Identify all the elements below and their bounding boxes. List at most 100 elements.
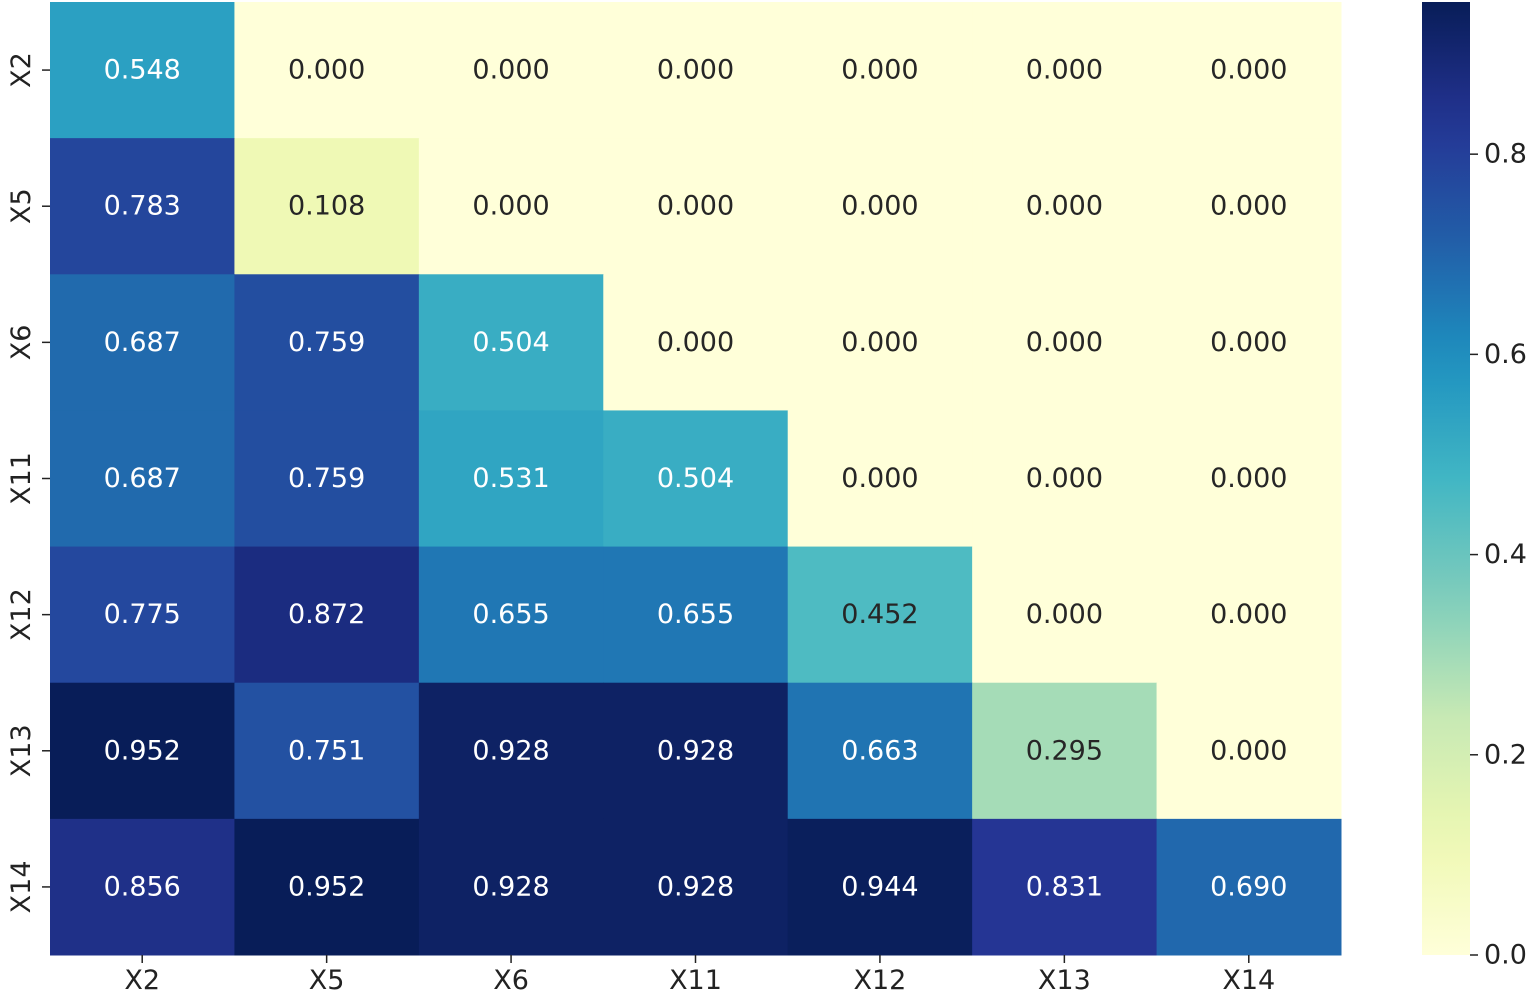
cell-value-label: 0.000 [1210,463,1287,494]
cell-value-label: 0.952 [288,871,365,902]
heatmap-cell [787,682,973,820]
heatmap-cell [50,682,235,820]
heatmap-cell [972,2,1158,139]
x-tick-label: X2 [124,965,160,996]
cell-value-label: 0.928 [472,735,549,766]
cell-value-label: 0.856 [104,871,181,902]
cell-value-label: 0.000 [1210,191,1287,222]
cell-value-label: 0.000 [1026,599,1103,630]
heatmap-cell [603,410,789,548]
cell-value-label: 0.548 [104,55,181,86]
heatmap-cell [234,818,420,956]
cell-value-label: 0.531 [472,463,549,494]
cell-value-label: 0.000 [1210,327,1287,358]
heatmap-cell [603,2,789,139]
heatmap-cell [972,410,1158,548]
heatmap-cell [972,546,1158,684]
cell-value-label: 0.783 [104,191,181,222]
cell-value-label: 0.108 [288,191,365,222]
heatmap-cell [787,818,973,956]
heatmap-cell [1156,2,1342,139]
colorbar-tick-label: 0.0 [1484,940,1527,971]
cell-value-label: 0.000 [472,191,549,222]
y-axis: X2 X5 X6 X11 X12 X13 X14 [6,52,50,913]
cell-value-label: 0.000 [841,191,918,222]
heatmap-cell [50,2,235,139]
heatmap-cell [787,138,973,275]
cell-value-label: 0.952 [104,735,181,766]
cell-value-label: 0.690 [1210,871,1287,902]
cell-value-label: 0.000 [841,55,918,86]
cell-value-label: 0.000 [1026,463,1103,494]
heatmap-cell [603,274,789,411]
heatmap-cell [418,410,604,548]
cell-value-label: 0.000 [657,55,734,86]
heatmap-cell [1156,546,1342,684]
cell-value-label: 0.759 [288,463,365,494]
cell-value-label: 0.000 [1210,599,1287,630]
cell-value-label: 0.504 [657,463,734,494]
cell-value-label: 0.655 [472,599,549,630]
heatmap-cell [50,818,235,956]
cell-value-label: 0.000 [1026,191,1103,222]
heatmap-cell [972,274,1158,411]
cell-value-label: 0.000 [472,55,549,86]
heatmap-cell [234,682,420,820]
x-tick-label: X5 [309,965,345,996]
heatmap-cell [972,138,1158,275]
heatmap-cell [787,274,973,411]
heatmap-cell [787,410,973,548]
heatmap-cell [234,274,420,411]
cell-value-label: 0.775 [104,599,181,630]
cell-value-label: 0.504 [472,327,549,358]
colorbar-tick-label: 0.2 [1484,739,1527,770]
cell-value-label: 0.831 [1026,871,1103,902]
cell-value-label: 0.000 [1210,55,1287,86]
colorbar-gradient [1422,2,1470,955]
cell-value-label: 0.000 [657,191,734,222]
heatmap-cell [418,546,604,684]
y-tick-label: X13 [6,724,37,777]
cell-value-label: 0.687 [104,463,181,494]
cell-value-label: 0.000 [841,327,918,358]
heatmap-cell [1156,682,1342,820]
y-tick-label: X5 [6,188,37,224]
cell-value-label: 0.000 [657,327,734,358]
colorbar-tick-label: 0.8 [1484,139,1527,170]
cell-value-label: 0.000 [1026,55,1103,86]
x-tick-label: X13 [1038,965,1091,996]
heatmap-cell [1156,818,1342,956]
y-tick-label: X12 [6,588,37,641]
cell-value-label: 0.751 [288,735,365,766]
colorbar: 0.0 0.2 0.4 0.6 0.8 [1422,2,1527,971]
cell-value-label: 0.663 [841,735,918,766]
y-tick-label: X6 [6,325,37,361]
heatmap-cell [234,410,420,548]
y-tick-label: X11 [6,452,37,505]
heatmap-cells [50,2,1342,956]
heatmap-cell [787,546,973,684]
heatmap-cell-labels: 0.548 0.000 0.000 0.000 0.000 0.000 0.000 0.783… [104,55,1288,903]
heatmap-cell [1156,274,1342,411]
heatmap-cell [418,818,604,956]
heatmap-cell [972,682,1158,820]
heatmap-cell [1156,138,1342,275]
heatmap-cell [787,2,973,139]
heatmap-cell [418,274,604,411]
cell-value-label: 0.295 [1026,735,1103,766]
x-tick-label: X14 [1222,965,1275,996]
heatmap-cell [603,818,789,956]
heatmap-cell [50,274,235,411]
cell-value-label: 0.759 [288,327,365,358]
heatmap-cell [418,682,604,820]
x-tick-label: X12 [853,965,906,996]
x-tick-label: X6 [493,965,529,996]
cell-value-label: 0.452 [841,599,918,630]
cell-value-label: 0.655 [657,599,734,630]
x-tick-label: X11 [669,965,722,996]
y-tick-label: X2 [6,52,37,88]
heatmap-cell [50,410,235,548]
heatmap-cell [1156,410,1342,548]
heatmap-cell [418,2,604,139]
